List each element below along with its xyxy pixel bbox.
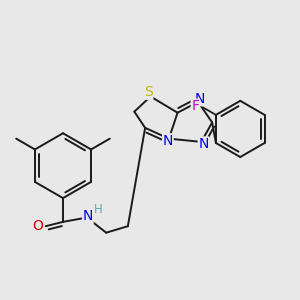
Text: N: N: [83, 209, 93, 224]
Text: N: N: [195, 92, 206, 106]
Text: O: O: [33, 219, 44, 233]
Text: N: N: [198, 137, 209, 151]
Text: F: F: [191, 99, 199, 113]
Text: N: N: [163, 134, 173, 148]
Text: H: H: [94, 203, 103, 217]
Text: S: S: [144, 85, 153, 99]
